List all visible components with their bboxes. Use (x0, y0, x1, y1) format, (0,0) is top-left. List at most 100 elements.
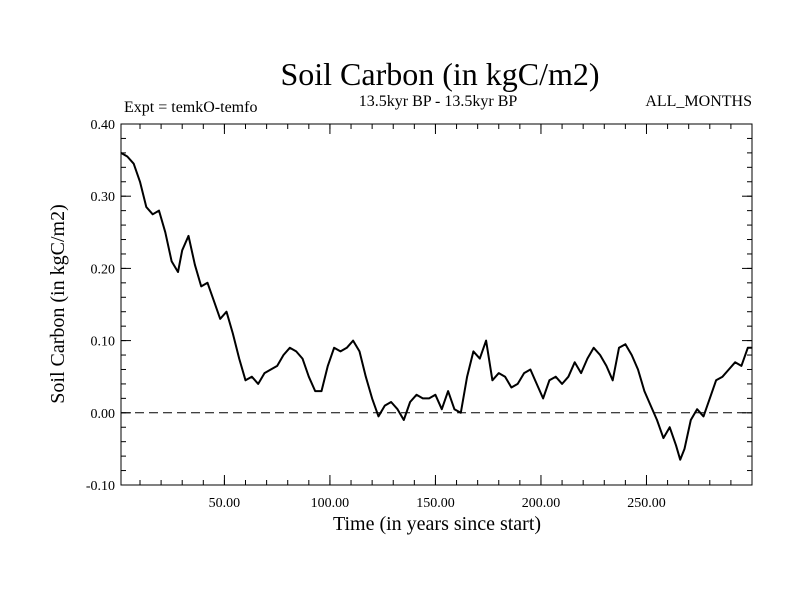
data-point (377, 415, 380, 418)
data-point (751, 347, 753, 349)
data-point (200, 285, 202, 288)
data-point (679, 459, 681, 461)
data-point (152, 213, 154, 215)
y-tick-label: 0.30 (91, 190, 116, 205)
plot-frame (120, 123, 753, 486)
data-point (593, 347, 595, 349)
data-point (396, 408, 399, 410)
chart-title: Soil Carbon (in kgC/m2) (280, 56, 599, 92)
data-point (194, 264, 196, 266)
data-point (126, 155, 128, 158)
data-point (479, 358, 481, 360)
data-point (206, 282, 209, 284)
data-point (428, 397, 430, 399)
data-point (434, 394, 437, 396)
data-point (675, 444, 677, 446)
data-point (728, 368, 730, 371)
data-point (567, 376, 569, 378)
data-point (656, 419, 658, 421)
data-point (282, 354, 285, 356)
data-point (244, 379, 247, 381)
data-point (662, 437, 664, 439)
data-point (213, 300, 215, 302)
data-point (177, 271, 179, 273)
x-tick-label: 100.00 (311, 496, 350, 511)
data-point (580, 372, 582, 374)
data-point (498, 372, 500, 374)
data-point (270, 368, 272, 371)
data-point (276, 365, 278, 367)
data-point (453, 408, 456, 410)
data-point (238, 358, 240, 360)
data-point (618, 347, 620, 349)
data-point (415, 394, 418, 396)
data-point (120, 152, 122, 154)
data-point (740, 365, 743, 367)
data-point (529, 368, 532, 371)
data-point (133, 163, 135, 165)
y-tick-label: 0.20 (91, 262, 116, 277)
data-point (145, 206, 147, 208)
data-point (624, 343, 626, 345)
data-point (333, 347, 335, 349)
data-point (637, 368, 639, 371)
data-point (536, 383, 538, 385)
x-tick-label: 250.00 (627, 496, 666, 511)
data-point (403, 419, 405, 421)
data-point (734, 361, 736, 363)
y-tick-label: 0.00 (91, 407, 116, 422)
data-point (447, 390, 449, 392)
data-point (643, 390, 645, 392)
data-point (510, 386, 513, 389)
data-point (709, 397, 711, 399)
data-point (301, 358, 304, 360)
data-point (715, 379, 717, 381)
data-point (384, 404, 386, 407)
y-tick-label: -0.10 (86, 479, 115, 494)
data-point (263, 372, 266, 374)
data-point (696, 408, 698, 410)
data-point (320, 390, 323, 392)
data-point (225, 311, 228, 313)
data-point (219, 318, 221, 320)
data-point (139, 181, 141, 183)
data-point (352, 340, 354, 342)
period-label: ALL_MONTHS (645, 93, 752, 110)
data-point (517, 383, 519, 385)
data-point (669, 426, 671, 428)
y-tick-label: 0.40 (91, 118, 116, 133)
data-point (390, 401, 392, 403)
x-tick-label: 200.00 (522, 496, 561, 511)
data-point (358, 350, 361, 353)
data-point (460, 412, 462, 414)
data-point (187, 235, 190, 237)
data-point (441, 408, 443, 410)
x-axis-label: Time (in years since start) (333, 513, 541, 535)
data-point (466, 376, 468, 378)
data-point (491, 379, 494, 381)
data-point (504, 376, 506, 378)
data-point (523, 372, 525, 374)
data-point (346, 347, 348, 349)
data-point (422, 397, 424, 399)
data-point (702, 415, 705, 418)
data-point (308, 376, 310, 378)
chart-subtitle: 13.5kyr BP - 13.5kyr BP (359, 93, 518, 110)
data-point (555, 376, 557, 378)
data-point (181, 249, 183, 251)
experiment-label: Expt = temkO-temfo (124, 99, 257, 116)
x-tick-label: 50.00 (209, 496, 241, 511)
data-point (371, 397, 373, 399)
data-point (683, 448, 686, 450)
x-tick-label: 150.00 (416, 496, 455, 511)
data-point (232, 332, 234, 334)
data-point (365, 376, 367, 378)
data-point (650, 404, 652, 407)
data-point (631, 354, 633, 356)
data-point (295, 350, 297, 353)
data-point (289, 347, 291, 349)
data-point (721, 376, 724, 378)
data-point (485, 340, 487, 342)
data-point (472, 350, 475, 353)
